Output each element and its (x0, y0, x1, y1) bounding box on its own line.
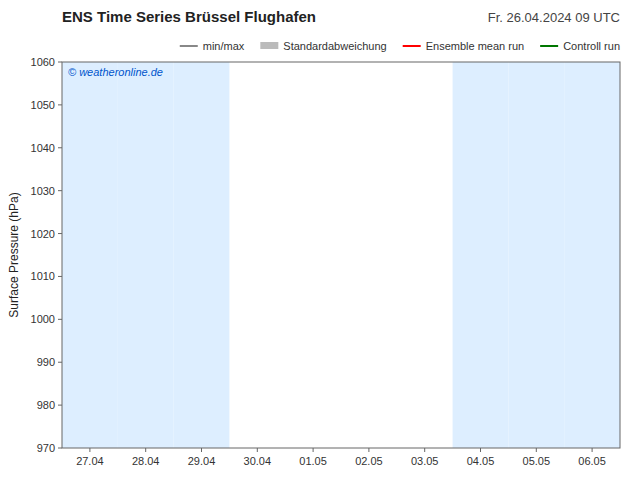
y-tick-label: 1060 (31, 56, 55, 68)
y-tick (58, 362, 62, 363)
x-tick (424, 448, 425, 452)
x-tick-label: 04.05 (467, 455, 495, 467)
legend-swatch (260, 42, 278, 49)
legend-swatch (540, 45, 558, 47)
legend-label: Controll run (563, 40, 620, 52)
legend-item: min/max (180, 40, 245, 52)
y-tick-label: 1020 (31, 228, 55, 240)
x-tick (313, 448, 314, 452)
x-tick-label: 06.05 (578, 455, 606, 467)
legend-label: min/max (203, 40, 245, 52)
y-tick-label: 970 (37, 442, 55, 454)
x-tick (145, 448, 146, 452)
y-tick-label: 1000 (31, 313, 55, 325)
annotation: © weatheronline.de (68, 66, 163, 78)
x-tick-label: 28.04 (132, 455, 160, 467)
y-tick (58, 405, 62, 406)
bands (62, 62, 620, 448)
x-tick-label: 27.04 (76, 455, 104, 467)
x-tick-label: 01.05 (299, 455, 327, 467)
x-tick-label: 02.05 (355, 455, 383, 467)
title: ENS Time Series Brüssel Flughafen (62, 8, 316, 25)
x-tick (536, 448, 537, 452)
x-tick (89, 448, 90, 452)
y-tick (58, 190, 62, 191)
y-tick-label: 980 (37, 399, 55, 411)
shaded-band (508, 62, 564, 448)
x-tick (257, 448, 258, 452)
legend-swatch (403, 45, 421, 47)
y-tick (58, 147, 62, 148)
legend-label: Standardabweichung (283, 40, 386, 52)
shaded-band (118, 62, 174, 448)
legend-swatch (180, 45, 198, 47)
legend-item: Controll run (540, 40, 620, 52)
legend-item: Ensemble mean run (403, 40, 524, 52)
x-tick (592, 448, 593, 452)
shaded-band (174, 62, 230, 448)
y-tick (58, 319, 62, 320)
chart: 970 980 990 1000 1010 1020 1030 1040 1050 1060 27.… (0, 0, 634, 490)
plot-frame (62, 62, 620, 448)
y-tick-label: 1010 (31, 270, 55, 282)
shaded-band (453, 62, 509, 448)
y-tick (58, 104, 62, 105)
legend: min/max Standardabweichung Ensemble mean r… (180, 40, 620, 52)
y-tick-label: 1040 (31, 142, 55, 154)
shaded-band (564, 62, 620, 448)
y-axis-label: Surface Pressure (hPa) (7, 192, 21, 317)
x-tick (480, 448, 481, 452)
x-tick-label: 05.05 (523, 455, 551, 467)
y-tick-label: 1050 (31, 99, 55, 111)
y-tick (58, 62, 62, 63)
x-tick-label: 29.04 (188, 455, 216, 467)
y-tick (58, 233, 62, 234)
y-tick-label: 1030 (31, 185, 55, 197)
shaded-band (62, 62, 118, 448)
y-tick (58, 276, 62, 277)
x-tick-label: 03.05 (411, 455, 439, 467)
y-tick (58, 448, 62, 449)
y-tick-label: 990 (37, 356, 55, 368)
x-tick-label: 30.04 (244, 455, 272, 467)
subtitle: Fr. 26.04.2024 09 UTC (488, 10, 620, 25)
legend-item: Standardabweichung (260, 40, 386, 52)
x-tick (368, 448, 369, 452)
x-tick (201, 448, 202, 452)
legend-label: Ensemble mean run (426, 40, 524, 52)
